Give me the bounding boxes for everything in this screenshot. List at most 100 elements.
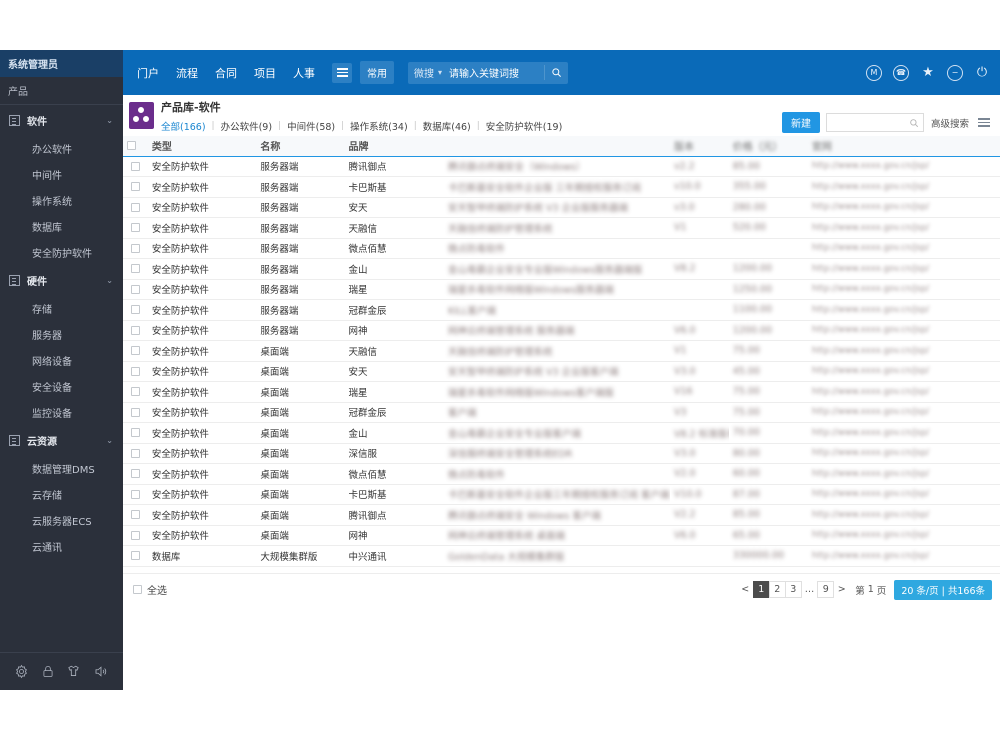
row-checkbox[interactable] (130, 284, 140, 294)
table-row[interactable]: 安全防护软件 服务器端 网神 网神云终端管理系统 服务器端 V6.0 1200.00 htt… (123, 320, 1000, 341)
sidebar-item-cloud-comm[interactable]: 云通讯 (32, 542, 62, 554)
sidebar-item-security-software[interactable]: 安全防护软件 (32, 248, 92, 260)
row-checkbox[interactable] (130, 305, 140, 315)
chevron-down-icon[interactable]: ▾ (438, 68, 443, 77)
table-row[interactable]: 安全防护软件 服务器端 安天 安天智甲终端防护系统 Ⅴ3 企业版服务器端 v3.0 280… (123, 197, 1000, 218)
nav-link-portal[interactable]: 门户 (137, 66, 159, 80)
sidebar-item-os[interactable]: 操作系统 (32, 196, 72, 208)
tab-os[interactable]: 操作系统(34) (350, 122, 408, 133)
minimize-icon[interactable]: − (947, 64, 963, 81)
new-button[interactable]: 新建 (781, 112, 820, 133)
sidebar-item-ecs[interactable]: 云服务器ECS (32, 516, 92, 528)
sidebar-group-software[interactable]: 软件 ⌄ (0, 105, 123, 135)
row-checkbox[interactable] (130, 202, 140, 212)
column-header-price[interactable]: 价格（元） (728, 136, 808, 157)
table-row[interactable]: 安全防护软件 桌面端 网神 网神云终端管理系统 桌面端 V6.0 65.00 http://… (123, 525, 1000, 546)
table-row[interactable]: 安全防护软件 服务器端 卡巴斯基 卡巴斯基安全软件企业版 三年期授权服务订阅 v10.0… (123, 176, 1000, 198)
tab-office-software[interactable]: 办公软件(9) (220, 122, 273, 133)
sidebar-group-cloud[interactable]: 云资源 ⌄ (0, 425, 123, 455)
row-checkbox[interactable] (130, 407, 140, 417)
row-checkbox[interactable] (130, 264, 140, 274)
pagination-jump[interactable]: 第 1 页 (855, 583, 886, 597)
tab-all[interactable]: 全部(166) (161, 122, 206, 133)
pagination-page-3[interactable]: 3 (784, 581, 802, 598)
table-row[interactable]: 安全防护软件 桌面端 冠群金辰 客户端 V3 75.00 http://www.xxxx.g… (123, 402, 1000, 423)
row-checkbox[interactable] (130, 448, 140, 458)
table-row[interactable]: 安全防护软件 桌面端 安天 安天智甲终端防护系统 Ⅴ3 企业版客户端 V3.0 45.00… (123, 361, 1000, 382)
sidebar-section-product[interactable]: 产品 (0, 77, 123, 105)
header-checkbox[interactable] (127, 140, 136, 150)
sidebar-item-cloud-storage[interactable]: 云存储 (32, 490, 62, 502)
nav-link-hr[interactable]: 人事 (293, 66, 315, 80)
row-checkbox[interactable] (130, 346, 140, 356)
table-row[interactable]: 安全防护软件 服务器端 天融信 天融信终端防护管理系统 V1 520.00 http://w… (123, 217, 1000, 239)
sidebar-item-middleware[interactable]: 中间件 (32, 170, 62, 182)
row-checkbox[interactable] (130, 325, 140, 335)
row-checkbox[interactable] (130, 469, 140, 479)
theme-skin-icon[interactable] (66, 664, 81, 679)
magnifier-icon[interactable] (551, 67, 562, 78)
table-row[interactable]: 安全防护软件 服务器端 冠群金辰 KILL客户端 1100.00 http://www.x… (123, 299, 1000, 321)
global-search-box[interactable]: 微搜 ▾ 请输入关键词搜 (408, 61, 569, 84)
table-row[interactable]: 安全防护软件 桌面端 卡巴斯基 卡巴斯基安全软件企业版三年期授权服务订阅 客户端 V10… (123, 484, 1000, 505)
nav-link-contract[interactable]: 合同 (215, 66, 237, 80)
pagination-page-2[interactable]: 2 (768, 581, 786, 598)
list-view-icon[interactable] (978, 118, 990, 127)
settings-gear-icon[interactable] (14, 664, 29, 679)
pagination-next[interactable]: > (837, 584, 846, 595)
select-all-control[interactable]: 全选 (133, 582, 167, 597)
sidebar-item-office-software[interactable]: 办公软件 (32, 144, 72, 156)
pagination-total[interactable]: 20 条/页 | 共166条 (894, 579, 992, 600)
table-row[interactable]: 安全防护软件 服务器端 金山 金山毒霸企业安全专业版Windows服务器端版 V8.2 1… (123, 258, 1000, 280)
table-row[interactable]: 安全防护软件 服务器端 微点佰慧 微点防毒软件 http://www.xxxx.gov.… (123, 238, 1000, 259)
table-search-input[interactable] (825, 113, 924, 132)
table-row[interactable]: 安全防护软件 桌面端 微点佰慧 微点防毒软件 V2.0 60.00 http://www.x… (123, 463, 1000, 485)
table-row[interactable]: 安全防护软件 桌面端 天融信 天融信终端防护管理系统 V1 75.00 http://www… (123, 340, 1000, 362)
pagination-prev[interactable]: < (741, 584, 750, 595)
row-checkbox[interactable] (130, 551, 140, 561)
column-header-name[interactable]: 名称 (256, 136, 345, 157)
row-checkbox[interactable] (130, 489, 140, 499)
row-checkbox[interactable] (130, 387, 140, 397)
search-input[interactable]: 请输入关键词搜 (449, 65, 546, 80)
sidebar-item-monitor-device[interactable]: 监控设备 (32, 408, 72, 420)
tab-middleware[interactable]: 中间件(58) (287, 122, 336, 133)
table-row[interactable]: 数据库 大规模集群版 中兴通讯 GoldenData 大规模集群版 330000.00 h… (123, 545, 1000, 567)
hamburger-icon[interactable] (332, 62, 352, 83)
column-header-version[interactable]: 版本 (669, 136, 729, 157)
column-header-type[interactable]: 类型 (147, 136, 257, 157)
favorite-star-icon[interactable]: ★ (922, 65, 934, 80)
sidebar-item-network-device[interactable]: 网络设备 (32, 356, 72, 368)
row-checkbox[interactable] (130, 161, 140, 171)
row-checkbox[interactable] (130, 182, 140, 192)
table-row[interactable]: 安全防护软件 服务器端 瑞星 瑞星杀毒软件网络版Windows服务器端 1250.00 h… (123, 279, 1000, 300)
table-row[interactable]: 安全防护软件 桌面端 深信服 深信服终端安全管理系统EDR V3.0 80.00 http:… (123, 443, 1000, 464)
lock-icon[interactable] (41, 664, 55, 679)
column-header-website[interactable]: 官网 (807, 136, 1000, 157)
sidebar-item-dms[interactable]: 数据管理DMS (32, 464, 95, 476)
volume-icon[interactable] (93, 664, 109, 679)
table-row[interactable]: 安全防护软件 服务器端 腾讯御点 腾讯御点终端安全（Windows） v2.2 85.00… (123, 156, 1000, 177)
sidebar-item-storage[interactable]: 存储 (32, 304, 52, 316)
column-header-description[interactable] (443, 136, 670, 157)
row-checkbox[interactable] (130, 366, 140, 376)
table-row[interactable]: 安全防护软件 桌面端 腾讯御点 腾讯御点终端安全 Windows 客户端 V2.2 85.… (123, 504, 1000, 526)
row-checkbox[interactable] (130, 428, 140, 438)
sidebar-group-hardware[interactable]: 硬件 ⌄ (0, 265, 123, 295)
common-apps-button[interactable]: 常用 (360, 61, 394, 84)
row-checkbox[interactable] (130, 530, 140, 540)
sidebar-item-security-device[interactable]: 安全设备 (32, 382, 72, 394)
sidebar-item-database[interactable]: 数据库 (32, 222, 62, 234)
select-all-checkbox[interactable] (133, 585, 142, 594)
column-header-brand[interactable]: 品牌 (344, 136, 444, 157)
contacts-icon[interactable]: ☎ (893, 64, 909, 81)
table-row[interactable]: 安全防护软件 桌面端 瑞星 瑞星杀毒软件网络版Windows客户端版 V16 75.00 h… (123, 381, 1000, 403)
tab-database[interactable]: 数据库(46) (422, 122, 471, 133)
advanced-search-link[interactable]: 高级搜索 (930, 118, 969, 130)
row-checkbox[interactable] (130, 223, 140, 233)
tab-security-software[interactable]: 安全防护软件(19) (485, 122, 563, 133)
message-icon[interactable]: M (866, 64, 882, 81)
nav-link-process[interactable]: 流程 (176, 66, 198, 80)
power-icon[interactable]: ⏻ (976, 65, 988, 80)
